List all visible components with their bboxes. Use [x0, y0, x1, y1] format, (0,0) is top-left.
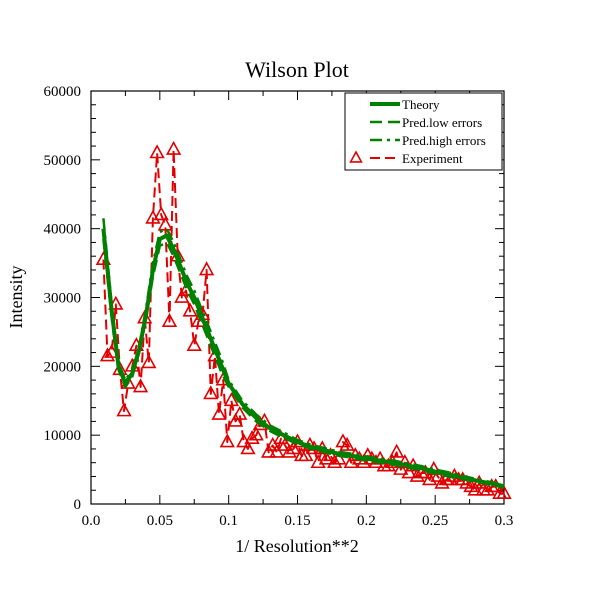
experiment-marker [331, 450, 347, 465]
experiment-marker [157, 216, 173, 231]
y-tick-label: 50000 [44, 153, 82, 169]
legend-label: Pred.high errors [402, 133, 486, 148]
y-tick-label: 40000 [44, 222, 82, 238]
experiment-marker [285, 440, 302, 455]
experiment-marker [269, 443, 285, 458]
experiment-marker [153, 206, 169, 221]
experiment-marker [322, 447, 339, 462]
y-tick-label: 30000 [44, 291, 82, 307]
experiment-marker [174, 288, 190, 303]
y-axis-label: Intensity [6, 266, 26, 329]
experiment-marker [442, 471, 458, 486]
x-tick-label: 0.3 [495, 513, 514, 529]
x-tick-label: 0.25 [422, 513, 448, 529]
y-tick-label: 10000 [44, 428, 82, 444]
experiment-marker [227, 412, 244, 427]
legend-label: Theory [402, 97, 440, 112]
experiment-marker [327, 454, 343, 469]
experiment-marker [298, 447, 314, 462]
experiment-marker [149, 144, 165, 159]
x-tick-label: 0.15 [284, 513, 310, 529]
y-tick-label: 0 [74, 497, 82, 513]
x-tick-label: 0.1 [219, 513, 238, 529]
y-tick-label: 20000 [44, 359, 82, 375]
experiment-marker [198, 261, 215, 276]
experiment-marker [182, 302, 198, 317]
experiment-marker [116, 402, 132, 417]
plot-area: 0.0 0.05 0.1 0.15 0.2 0.25 0.3 0 10000 20000 30000… [44, 84, 514, 529]
experiment-marker [186, 337, 202, 352]
experiment-marker [248, 426, 264, 441]
experiment-marker [339, 436, 355, 451]
legend: Theory Pred.low errors Pred.high errors Exp… [344, 92, 503, 171]
experiment-marker [277, 436, 293, 451]
experiment-marker [219, 433, 235, 448]
experiment-marker [99, 347, 116, 362]
experiment-marker [430, 467, 446, 482]
legend-label: Pred.low errors [402, 115, 482, 130]
x-tick-label: 0.0 [82, 513, 101, 529]
experiment-marker [211, 405, 227, 420]
x-tick-label: 0.05 [147, 513, 173, 529]
legend-marker [349, 150, 363, 163]
experiment-marker [141, 354, 157, 369]
experiment-marker [232, 405, 248, 420]
experiment-marker [281, 443, 297, 458]
experiment-marker [318, 450, 335, 465]
experiment-marker [496, 485, 512, 500]
experiment-marker [223, 392, 240, 407]
experiment-marker [240, 440, 256, 455]
x-axis-label: 1/ Resolution**2 [235, 536, 359, 556]
experiment-marker [203, 385, 219, 400]
experiment-marker [388, 443, 405, 458]
experiment-marker [244, 429, 260, 444]
experiment-marker [260, 443, 277, 458]
x-tick-label: 0.2 [357, 513, 376, 529]
chart-title: Wilson Plot [245, 57, 349, 82]
y-tick-label: 60000 [44, 84, 82, 100]
experiment-marker [265, 436, 281, 451]
experiment-marker [397, 454, 413, 469]
series-line-pred-high-errors [102, 218, 505, 486]
experiment-marker [165, 140, 182, 155]
experiment-marker [161, 312, 178, 327]
experiment-marker [132, 378, 149, 393]
series-line-pred-low-errors [102, 238, 505, 489]
series-line-experiment [102, 148, 504, 495]
experiment-marker [401, 464, 417, 479]
experiment-marker [467, 481, 483, 496]
experiment-marker [393, 460, 409, 475]
legend-label: Experiment [402, 151, 463, 166]
